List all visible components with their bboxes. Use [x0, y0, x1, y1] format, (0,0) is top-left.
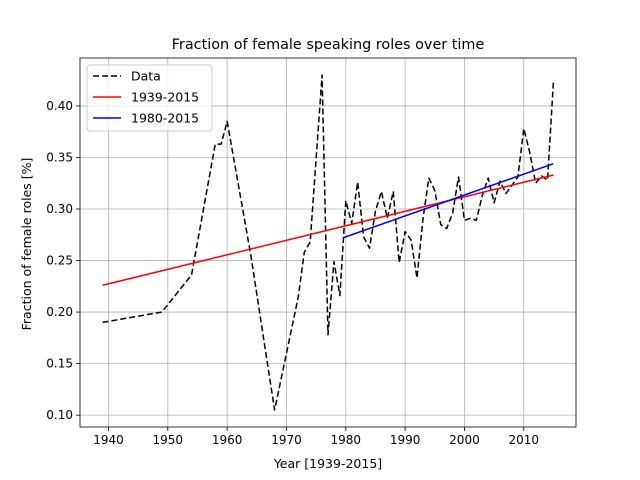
x-tick-label: 1990	[390, 433, 421, 447]
x-tick-label: 1940	[93, 433, 124, 447]
series-line-2	[102, 174, 554, 287]
y-tick-label: 0.25	[46, 254, 73, 268]
y-tick-label: 0.35	[46, 150, 73, 164]
legend-label-1: Data	[131, 69, 161, 84]
y-axis-label: Fraction of female roles [%]	[19, 158, 34, 331]
series-line-1	[102, 74, 555, 411]
x-tick-label: 2010	[509, 433, 540, 447]
y-tick-label: 0.10	[46, 408, 73, 422]
x-tick-label: 1970	[271, 433, 302, 447]
y-tick-label: 0.15	[46, 357, 73, 371]
y-tick-label: 0.40	[46, 99, 73, 113]
axes-frame	[79, 57, 577, 428]
x-axis-ticks: 1940 1950 1960 1970 1980 1990 2000 2010	[93, 427, 539, 447]
x-axis-label: Year [1939-2015]	[273, 456, 382, 471]
series-line-3	[342, 162, 554, 239]
y-axis-ticks: 0.10 0.15 0.20 0.25 0.30 0.35 0.40	[46, 99, 80, 422]
legend-box	[86, 64, 213, 132]
x-tick-label: 1980	[331, 433, 362, 447]
y-tick-label: 0.30	[46, 202, 73, 216]
legend: Data 1939-2015 1980-2015	[86, 64, 213, 132]
x-tick-label: 2000	[449, 433, 480, 447]
y-tick-label: 0.20	[46, 305, 73, 319]
x-tick-label: 1960	[212, 433, 243, 447]
plot-series	[102, 74, 555, 411]
legend-items: Data 1939-2015 1980-2015	[93, 69, 199, 126]
legend-label-2: 1939-2015	[131, 90, 199, 105]
legend-label-3: 1980-2015	[131, 111, 199, 126]
chart-title: Fraction of female speaking roles over t…	[172, 37, 485, 53]
x-tick-label: 1950	[153, 433, 184, 447]
